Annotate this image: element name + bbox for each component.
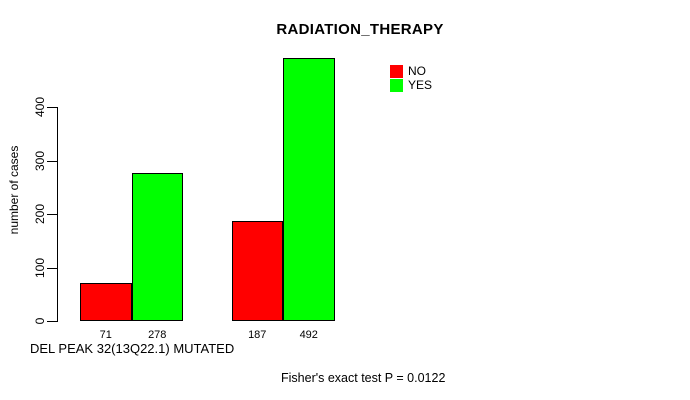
fisher-test-annotation: Fisher's exact test P = 0.0122 — [281, 371, 446, 385]
y-axis-label: number of cases — [7, 145, 21, 235]
legend-swatch-icon — [390, 79, 403, 93]
bar-value-label: 278 — [148, 329, 167, 341]
bar-value-label: 492 — [299, 329, 318, 341]
legend-label: NO — [408, 63, 426, 78]
y-tick-label: 300 — [33, 150, 47, 171]
y-axis-line — [57, 107, 58, 322]
legend-item-yes: YES — [390, 79, 432, 94]
bar-no — [80, 283, 132, 321]
bar-no — [231, 221, 283, 321]
legend-label: YES — [408, 78, 433, 93]
bar-value-label: 187 — [248, 329, 267, 341]
y-tick-label: 100 — [33, 257, 47, 278]
y-tick — [47, 160, 57, 162]
chart-title: RADIATION_THERAPY — [276, 21, 444, 38]
y-tick-label: 0 — [33, 317, 47, 325]
bar-yes — [131, 172, 183, 321]
bar-yes — [283, 58, 335, 321]
x-axis-label: DEL PEAK 32(13Q22.1) MUTATED — [30, 341, 235, 356]
y-tick — [47, 214, 57, 216]
bar-value-label: 71 — [99, 329, 112, 341]
y-tick-label: 400 — [33, 97, 47, 118]
legend: NO YES — [390, 64, 432, 93]
y-tick-label: 200 — [33, 204, 47, 225]
legend-swatch-icon — [390, 64, 403, 78]
y-tick — [47, 267, 57, 269]
legend-item-no: NO — [390, 64, 432, 79]
y-tick — [47, 321, 57, 322]
y-tick — [47, 107, 57, 109]
